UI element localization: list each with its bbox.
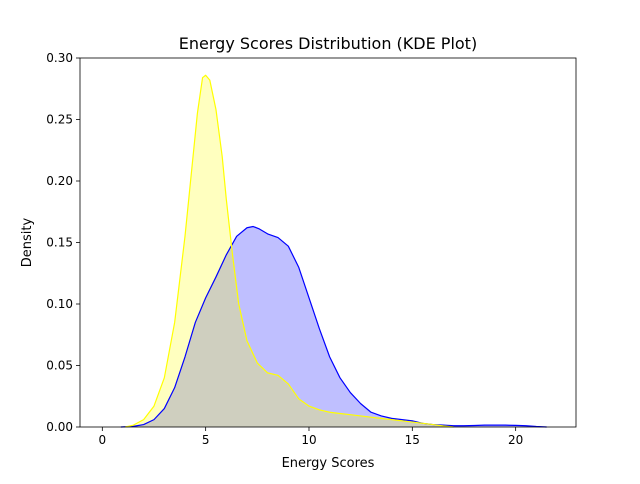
y-axis-label: Density bbox=[20, 217, 35, 267]
series-1-line bbox=[120, 225, 547, 428]
y-tick-label: 0.05 bbox=[46, 359, 73, 373]
y-tick-label: 0.15 bbox=[46, 236, 73, 250]
series-2-line bbox=[124, 74, 454, 428]
series-layer bbox=[120, 74, 547, 428]
y-tick-label: 0.20 bbox=[46, 174, 73, 188]
series-2-area bbox=[125, 75, 454, 427]
y-tick-label: 0.10 bbox=[46, 297, 73, 311]
y-tick-label: 0.00 bbox=[46, 420, 73, 434]
chart-title: Energy Scores Distribution (KDE Plot) bbox=[179, 34, 477, 53]
x-tick-label: 20 bbox=[508, 433, 523, 447]
x-axis-label: Energy Scores bbox=[282, 456, 375, 471]
x-tick-label: 15 bbox=[405, 433, 420, 447]
x-tick-label: 10 bbox=[301, 433, 316, 447]
y-tick-label: 0.30 bbox=[46, 51, 73, 65]
series-1-area bbox=[120, 226, 547, 427]
y-tick-label: 0.25 bbox=[46, 113, 73, 127]
x-tick-label: 5 bbox=[202, 433, 210, 447]
y-axis: 0.00 0.05 0.10 0.15 0.20 0.25 0.30 bbox=[46, 51, 80, 434]
x-axis: 0 5 10 15 20 bbox=[98, 427, 523, 447]
x-tick-label: 0 bbox=[98, 433, 106, 447]
